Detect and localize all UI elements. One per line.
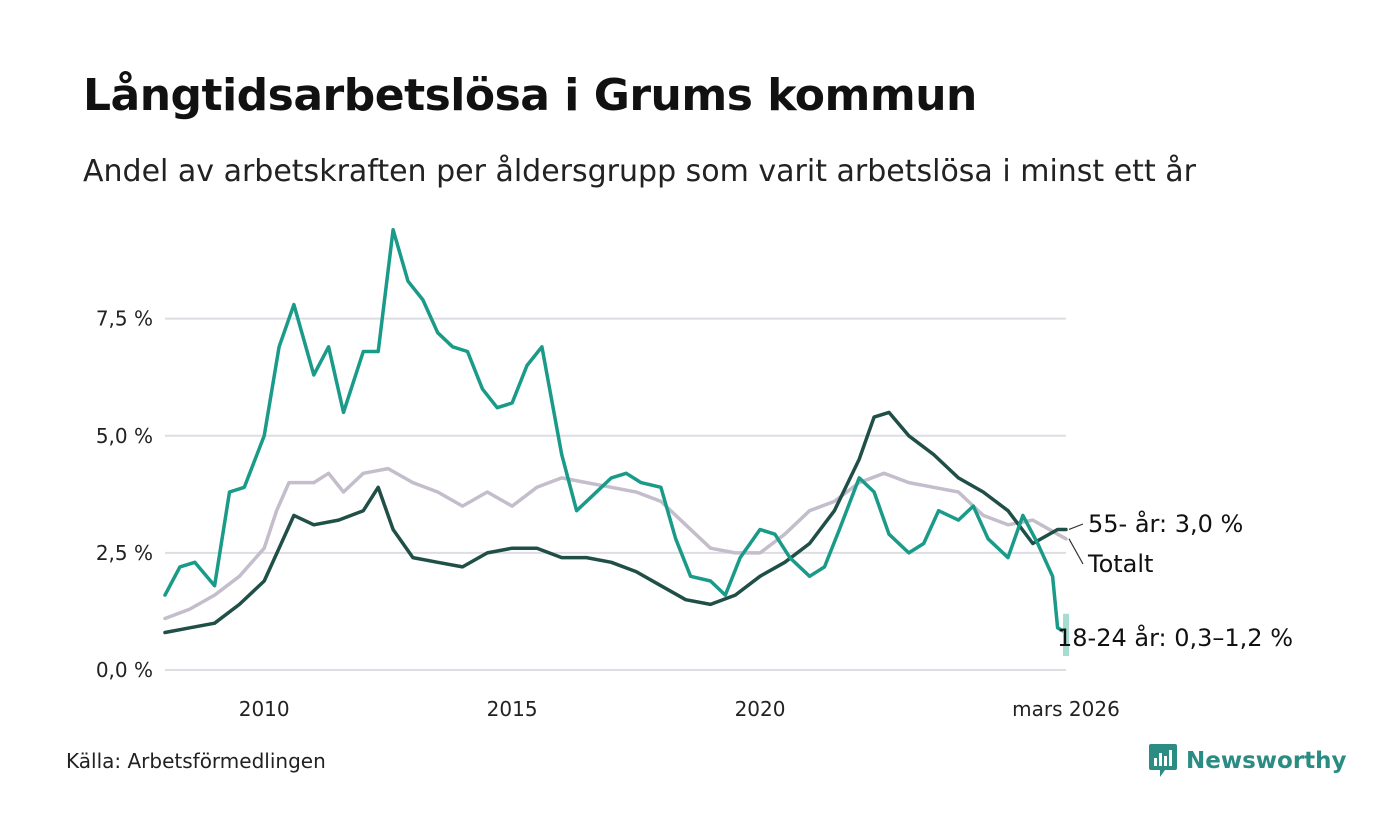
source-note: Källa: Arbetsförmedlingen (66, 749, 326, 773)
series-line-18-24-r (163, 227, 1068, 635)
end-label-55-r: 55- år: 3,0 % (1088, 509, 1243, 538)
label-layer: 55- år: 3,0 % Totalt 18-24 år: 0,3–1,2 % (1057, 509, 1293, 652)
x-tick-label: 2010 (239, 697, 290, 721)
range-band-18-24 (1063, 613, 1069, 656)
newsworthy-logo[interactable]: Newsworthy (1148, 743, 1347, 779)
x-tick-label: mars 2026 (1012, 697, 1120, 721)
chart-subtitle: Andel av arbetskraften per åldersgrupp s… (83, 154, 1196, 189)
end-label-leader (1068, 538, 1084, 565)
y-tick-label: 2,5 % (96, 541, 153, 565)
series-line-totalt (163, 466, 1068, 621)
line-chart: 0,0 % 2,5 % 5,0 % 7,5 % 2010 2015 2020 mars 202… (96, 227, 1293, 721)
newsworthy-icon (1149, 744, 1177, 777)
brand-name: Newsworthy (1186, 748, 1347, 774)
grid-layer: 0,0 % 2,5 % 5,0 % 7,5 % 2010 2015 2020 mars 202… (96, 307, 1120, 721)
x-tick-label: 2015 (487, 697, 538, 721)
end-label-18-24-r: 18-24 år: 0,3–1,2 % (1057, 623, 1293, 652)
series-layer (163, 227, 1069, 656)
chart-title: Långtidsarbetslösa i Grums kommun (83, 70, 977, 121)
y-tick-label: 5,0 % (96, 424, 153, 448)
end-label-totalt: Totalt (1087, 550, 1153, 578)
y-tick-label: 7,5 % (96, 307, 153, 331)
series-line-55-r (163, 410, 1068, 635)
y-tick-label: 0,0 % (96, 658, 153, 682)
x-tick-label: 2020 (735, 697, 786, 721)
end-label-leader (1068, 523, 1084, 531)
